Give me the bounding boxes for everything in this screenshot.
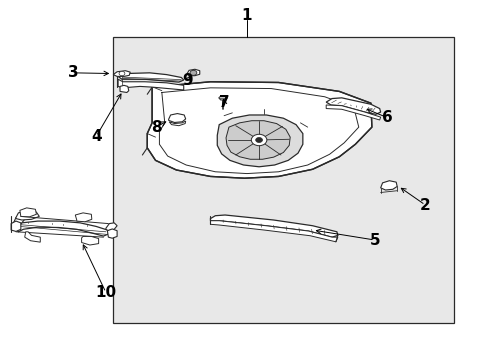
Text: 3: 3 bbox=[68, 65, 79, 80]
Polygon shape bbox=[113, 71, 130, 76]
Polygon shape bbox=[120, 85, 128, 93]
Text: 6: 6 bbox=[381, 110, 391, 125]
Polygon shape bbox=[106, 223, 117, 231]
Polygon shape bbox=[325, 105, 380, 120]
Polygon shape bbox=[81, 237, 99, 245]
Bar bbox=[113, 37, 453, 323]
Polygon shape bbox=[107, 229, 117, 238]
Polygon shape bbox=[11, 221, 21, 231]
Polygon shape bbox=[16, 210, 39, 220]
Text: 8: 8 bbox=[150, 120, 161, 135]
Polygon shape bbox=[118, 79, 183, 90]
Polygon shape bbox=[147, 82, 371, 178]
Polygon shape bbox=[20, 208, 36, 217]
Polygon shape bbox=[25, 232, 40, 242]
Polygon shape bbox=[325, 98, 380, 114]
Polygon shape bbox=[225, 121, 289, 159]
Polygon shape bbox=[168, 113, 185, 122]
Polygon shape bbox=[210, 221, 337, 242]
Circle shape bbox=[190, 70, 197, 75]
Text: 5: 5 bbox=[369, 233, 379, 248]
Circle shape bbox=[255, 138, 262, 143]
Polygon shape bbox=[118, 73, 183, 82]
Text: 2: 2 bbox=[419, 198, 430, 212]
Text: 9: 9 bbox=[182, 73, 193, 88]
Polygon shape bbox=[75, 213, 92, 222]
Circle shape bbox=[251, 134, 266, 146]
Text: 10: 10 bbox=[95, 285, 116, 300]
Polygon shape bbox=[16, 221, 109, 236]
Polygon shape bbox=[380, 181, 396, 190]
Polygon shape bbox=[217, 115, 302, 167]
Text: 7: 7 bbox=[218, 95, 229, 110]
Polygon shape bbox=[169, 121, 185, 126]
Circle shape bbox=[119, 71, 124, 76]
Polygon shape bbox=[210, 215, 337, 237]
Polygon shape bbox=[218, 96, 226, 100]
Polygon shape bbox=[14, 216, 25, 225]
Text: 4: 4 bbox=[91, 129, 102, 144]
Text: 1: 1 bbox=[241, 8, 252, 23]
Polygon shape bbox=[187, 69, 200, 76]
